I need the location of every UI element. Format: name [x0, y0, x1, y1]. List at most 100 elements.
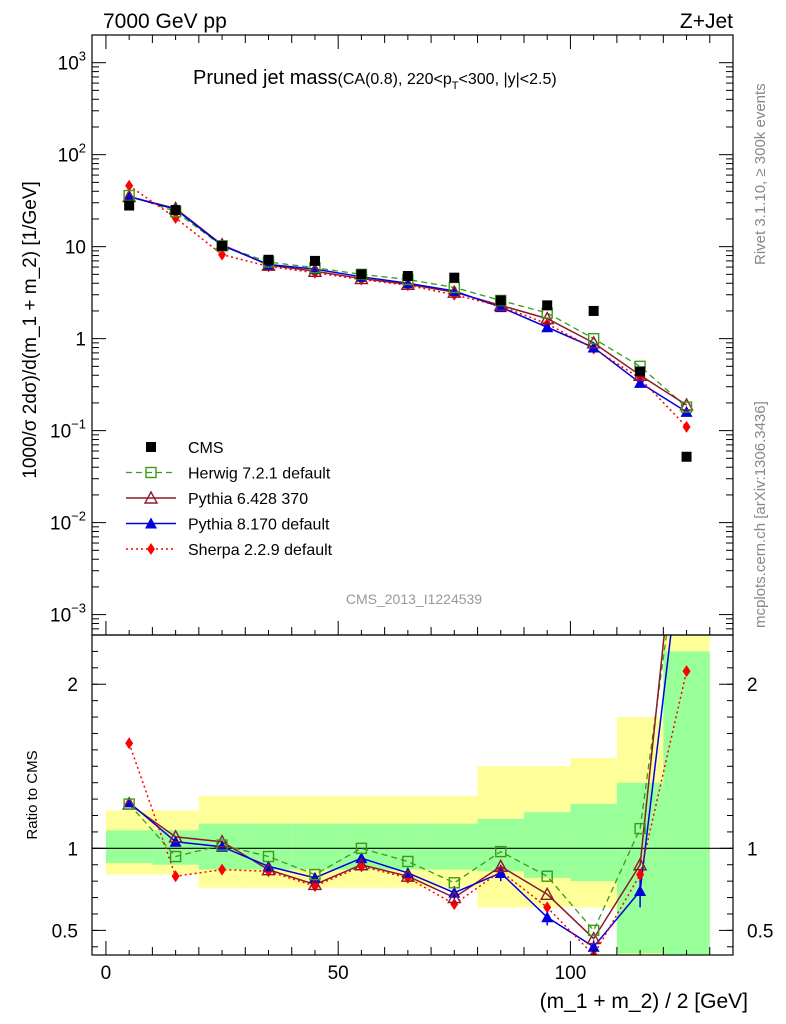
main-ytick-label: 10−3 [50, 601, 86, 627]
main-point-cms [635, 366, 646, 377]
ratio-point-sherpa [171, 870, 180, 883]
main-ytick-label: 10 [65, 238, 86, 259]
main-point-herwig [448, 281, 461, 294]
main-point-cms [124, 200, 135, 211]
legend-marker-sherpa [147, 543, 155, 555]
main-ytick-exp: 3 [79, 49, 86, 64]
main-line-pythia8 [128, 195, 687, 413]
main-point-herwig [123, 189, 135, 202]
ratio-point-sherpa [125, 737, 134, 750]
ratio-ytick-label: 0.5 [52, 921, 78, 942]
ratio-point-sherpa [682, 665, 691, 678]
ratio-point-sherpa [636, 868, 645, 881]
ratio-point-pythia6 [168, 829, 183, 843]
ratio-ytick-label-right: 2 [747, 675, 758, 696]
legend-entry-herwig: Herwig 7.2.1 default [126, 466, 331, 483]
main-point-pythia8 [634, 376, 647, 388]
xtick-label: 0 [101, 963, 112, 984]
main-point-pythia8 [123, 190, 136, 202]
main-line-sherpa [128, 185, 688, 428]
legend-label-sherpa: Sherpa 2.2.9 default [188, 542, 333, 559]
legend-entry-pythia6: Pythia 6.428 370 [126, 490, 308, 508]
main-line-herwig [128, 194, 687, 408]
ratio-ytick-label-right: 1 [747, 839, 758, 860]
ratio-point-herwig [634, 822, 646, 835]
ratio-point-pythia6 [632, 857, 648, 871]
main-point-pythia8 [680, 405, 693, 417]
ratio-ytick-label: 1 [67, 839, 78, 860]
main-point-cms [263, 254, 274, 265]
legend-label-cms: CMS [188, 440, 224, 457]
main-point-pythia8 [541, 321, 554, 333]
ratio-point-herwig [216, 839, 228, 851]
rivet-label: Rivet 3.1.10, ≥ 300k events [752, 83, 769, 265]
ratio-point-herwig [355, 842, 368, 855]
band-inner-bin [570, 804, 617, 882]
main-ytick-label: 102 [58, 141, 86, 167]
ratio-point-herwig [169, 850, 182, 863]
ratio-point-pythia8 [494, 866, 507, 878]
main-ytick-label: 10−1 [50, 417, 86, 443]
header-right: Z+Jet [680, 10, 733, 33]
series-layer [121, 179, 694, 955]
ratio-ytick-label-right: 0.5 [747, 921, 773, 942]
ratio-uncertainty-bands [105, 635, 710, 955]
x-axis-label: (m_1 + m_2) / 2 [GeV] [540, 990, 748, 1013]
ratio-point-pythia6 [493, 858, 508, 873]
main-ytick-base: 10 [50, 422, 71, 443]
plot-title-sub-rest: <300, |y|<2.5) [459, 71, 557, 88]
main-point-cms [217, 240, 228, 251]
ratio-point-sherpa [543, 901, 552, 914]
main-point-herwig [680, 401, 693, 413]
main-point-cms [170, 205, 181, 216]
main-ytick-base: 10 [50, 514, 71, 535]
main-ytick-exp: −1 [71, 417, 86, 432]
plot-title-main: Pruned jet mass [193, 67, 338, 89]
main-point-pythia8 [401, 277, 414, 289]
band-inner-bin [105, 830, 153, 864]
legend-label-pythia6: Pythia 6.428 370 [188, 491, 308, 508]
band-inner-bin [663, 651, 710, 955]
band-inner-bin [523, 812, 571, 878]
xtick-label: 100 [555, 963, 587, 984]
ratio-point-herwig [448, 877, 461, 889]
main-line-pythia6 [128, 195, 687, 406]
main-point-cms [542, 300, 553, 311]
band-inner-bin [431, 823, 478, 870]
main-point-cms [309, 255, 320, 266]
main-ytick-base: 10 [58, 54, 79, 75]
main-ytick-exp: −3 [71, 601, 86, 616]
main-point-cms [681, 451, 692, 462]
ratio-point-pythia8 [541, 911, 554, 923]
ratio-point-herwig [402, 855, 414, 868]
band-inner-bin [384, 823, 432, 870]
main-point-pythia6 [447, 284, 462, 298]
ratio-y-axis-label: Ratio to CMS [24, 750, 41, 839]
ratio-point-sherpa [218, 863, 227, 876]
ratio-series [121, 635, 691, 955]
main-point-pythia6 [586, 335, 601, 349]
plot-title-subscript: T [452, 80, 459, 92]
main-ytick-label: 10−2 [50, 509, 86, 535]
main-ytick-base: 10 [58, 146, 79, 167]
main-point-pythia6 [307, 263, 323, 277]
ratio-point-pythia6 [261, 862, 276, 876]
ratio-point-pythia6 [447, 890, 462, 904]
ratio-point-pythia6 [307, 876, 323, 891]
main-ytick-exp: 2 [79, 141, 86, 156]
legend-entry-cms: CMS [146, 440, 224, 457]
main-point-pythia8 [587, 341, 600, 353]
ratio-point-pythia6 [214, 834, 230, 848]
main-point-cms [402, 270, 413, 281]
ratio-point-herwig [309, 868, 321, 881]
ratio-point-pythia8 [587, 940, 600, 952]
legend-entry-pythia8: Pythia 8.170 default [126, 517, 330, 534]
ratio-point-pythia6 [540, 886, 555, 900]
analysis-id: CMS_2013_I1224539 [346, 591, 482, 607]
main-y-axis-label: 1000/σ 2dσ)/d(m_1 + m_2) [1/GeV] [20, 181, 41, 479]
main-ytick-base: 10 [50, 606, 71, 627]
header-left: 7000 GeV pp [103, 10, 227, 33]
ratio-point-pythia6 [354, 857, 369, 871]
legend-label-herwig: Herwig 7.2.1 default [188, 466, 331, 483]
